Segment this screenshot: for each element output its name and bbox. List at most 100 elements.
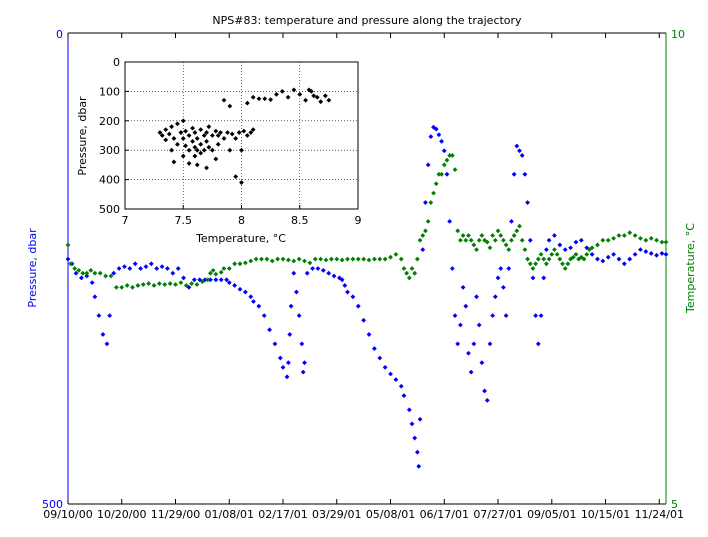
pressure-point — [299, 341, 305, 347]
temperature-point — [151, 283, 157, 288]
inset-point — [183, 128, 188, 134]
pressure-point — [96, 313, 102, 318]
temperature-point — [527, 261, 533, 267]
inset-point — [201, 147, 207, 153]
pressure-point — [280, 365, 286, 370]
temperature-point — [183, 283, 189, 288]
pressure-point — [498, 266, 504, 271]
inset-point — [215, 141, 221, 147]
temperature-point — [466, 233, 471, 238]
pressure-point — [181, 275, 186, 281]
pressure-point — [632, 251, 638, 257]
pressure-point — [371, 346, 377, 351]
inset-x-tick-label: 9 — [355, 214, 362, 227]
temperature-point — [88, 267, 94, 273]
inset-point — [236, 130, 242, 135]
temperature-point — [570, 254, 576, 260]
pressure-point — [538, 313, 544, 318]
temperature-point — [463, 237, 469, 243]
right-y-tick-5: 5 — [671, 498, 678, 511]
pressure-point — [436, 132, 442, 138]
pressure-point — [79, 275, 84, 281]
pressure-point — [342, 283, 348, 288]
pressure-point — [654, 252, 659, 258]
temperature-point — [495, 228, 501, 234]
pressure-point — [339, 277, 345, 283]
temperature-point — [167, 281, 173, 286]
inset-temperature-pressure-series — [157, 87, 332, 185]
temperature-point — [264, 256, 270, 262]
inset-point — [192, 153, 198, 159]
temperature-point — [178, 280, 184, 286]
pressure-point — [416, 463, 422, 469]
inset-point — [171, 159, 177, 165]
inset-point — [186, 147, 192, 153]
temperature-point — [355, 256, 361, 262]
pressure-point — [643, 249, 649, 254]
pressure-point — [159, 264, 165, 270]
temperature-point — [605, 237, 611, 243]
temperature-point — [84, 270, 90, 276]
main-x-tick-label: 11/29/00 — [151, 508, 200, 521]
temperature-point — [285, 257, 291, 263]
pressure-point — [487, 341, 493, 347]
inset-point — [169, 124, 174, 130]
temperature-point — [506, 247, 512, 253]
pressure-point — [490, 313, 496, 318]
inset-point — [194, 147, 200, 153]
temperature-point — [530, 266, 536, 271]
pressure-point — [294, 289, 299, 295]
inset-point — [221, 97, 227, 103]
temperature-point — [538, 251, 544, 257]
left-y-axis-label: Pressure, dbar — [26, 228, 39, 308]
pressure-point — [277, 355, 283, 361]
inset-point — [163, 127, 169, 133]
pressure-point — [541, 275, 547, 281]
inset-point — [201, 133, 207, 138]
temperature-point — [544, 261, 549, 267]
inset-point — [186, 133, 192, 138]
pressure-point — [218, 277, 224, 283]
inset-y-axis-label: Pressure, dbar — [76, 96, 89, 176]
pressure-point — [527, 237, 533, 243]
temperature-point — [552, 247, 557, 253]
pressure-point — [648, 251, 654, 256]
pressure-point — [232, 283, 238, 288]
temperature-point — [280, 256, 286, 262]
temperature-point — [549, 251, 555, 257]
inset-point — [186, 161, 192, 166]
left-y-tick-0: 0 — [56, 28, 63, 41]
temperature-point — [296, 256, 302, 262]
temperature-point — [584, 251, 590, 257]
pressure-point — [237, 286, 243, 292]
temperature-point — [135, 283, 141, 288]
pressure-point — [595, 256, 600, 262]
pressure-point — [568, 245, 573, 251]
inset-point — [244, 100, 250, 106]
temperature-point — [291, 258, 297, 264]
pressure-point — [261, 313, 267, 318]
inset-ticks: 7 7.5 8 8.5 9 0 100 200 300 400 500 — [99, 56, 362, 227]
pressure-point — [191, 277, 197, 283]
pressure-point — [659, 251, 665, 256]
right-y-tick-10: 10 — [671, 28, 685, 41]
temperature-point — [648, 235, 654, 241]
temperature-point — [417, 237, 423, 243]
inset-point — [206, 144, 212, 150]
inset-point — [239, 147, 244, 153]
temperature-series — [65, 153, 669, 290]
temperature-point — [449, 153, 455, 158]
temperature-point — [514, 228, 520, 234]
inset-point — [178, 130, 184, 135]
pressure-point — [444, 171, 450, 177]
main-x-tick-label: 09/10/00 — [43, 508, 92, 521]
pressure-point — [345, 289, 350, 295]
temperature-point — [433, 181, 439, 187]
pressure-point — [107, 313, 113, 318]
temperature-point — [68, 261, 74, 267]
inset-point — [244, 133, 250, 138]
temperature-point — [431, 190, 436, 196]
temperature-point — [519, 237, 525, 243]
pressure-point — [300, 369, 306, 375]
inset-point — [194, 162, 200, 168]
